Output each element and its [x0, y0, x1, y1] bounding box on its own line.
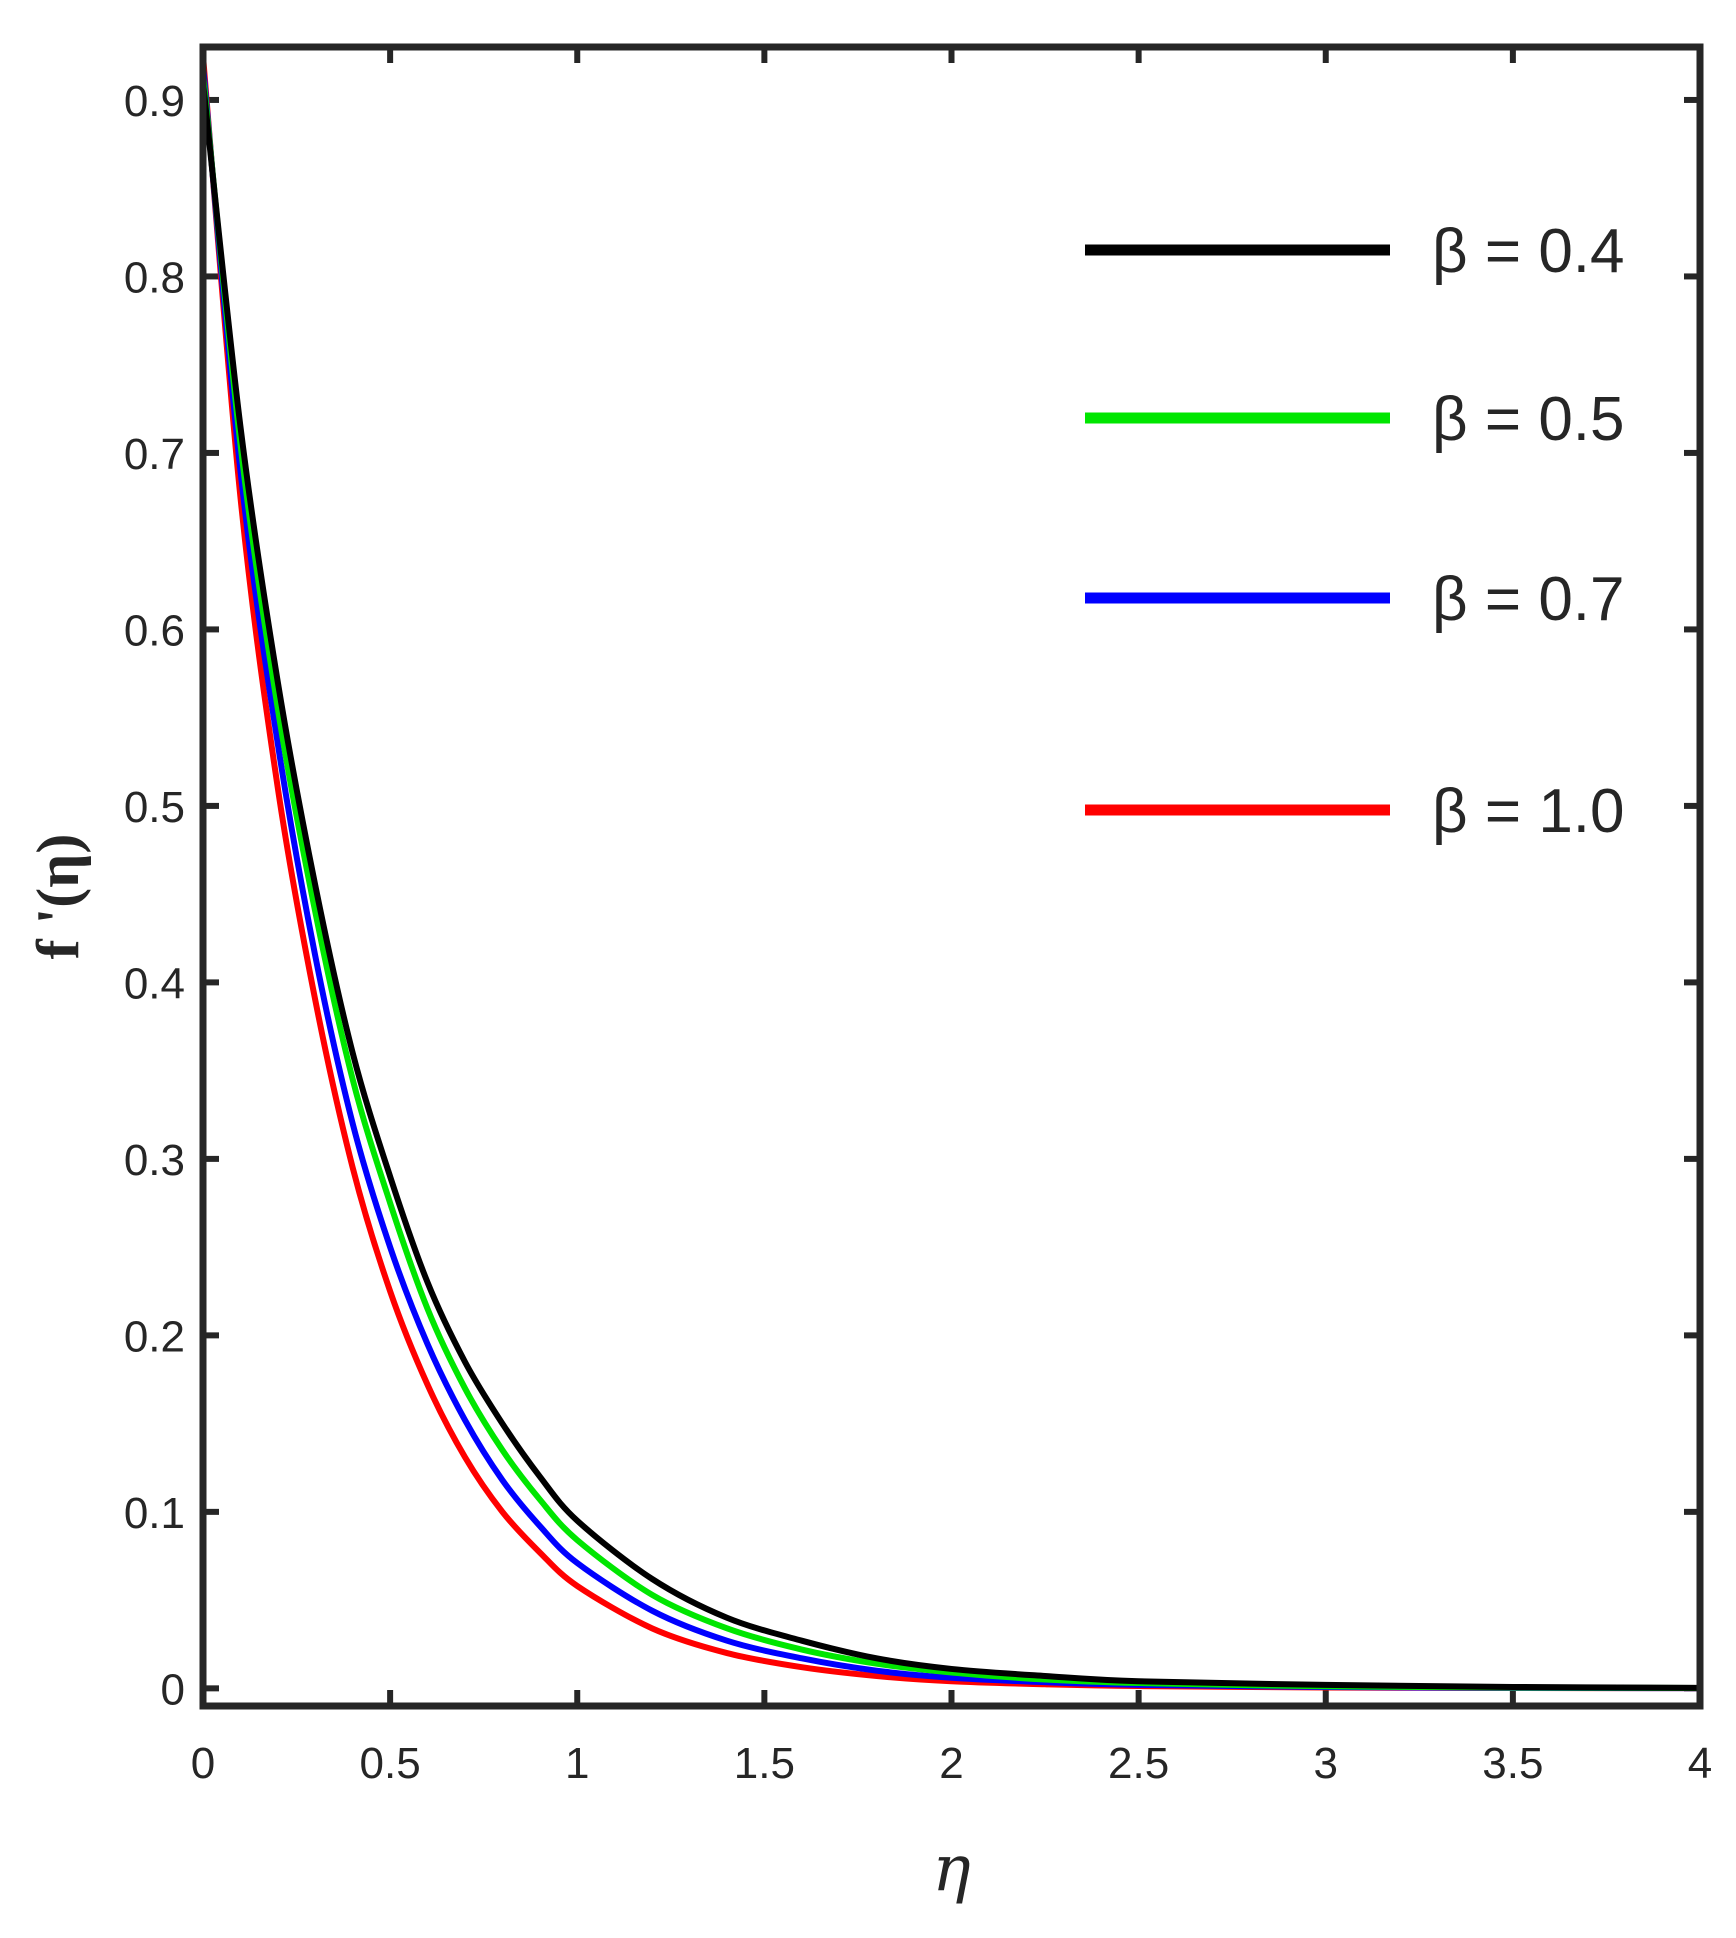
legend: β = 0.4 β = 0.5 β = 0.7 β = 1.0 — [1085, 217, 1625, 846]
x-tick-label: 3.5 — [1482, 1739, 1543, 1788]
x-tick-label: 0 — [191, 1739, 215, 1788]
y-axis-label: f '(η) — [25, 834, 91, 960]
x-tick-label: 1 — [565, 1739, 589, 1788]
legend-label-1: β = 0.5 — [1432, 385, 1625, 454]
y-tick-label: 0.9 — [124, 77, 185, 126]
series-line-1 — [203, 70, 1700, 1691]
y-tick-label: 0.5 — [124, 783, 185, 832]
series-lines — [203, 52, 1700, 1692]
x-tick-label: 4 — [1688, 1739, 1712, 1788]
y-tick-label: 0.6 — [124, 606, 185, 655]
legend-label-2: β = 0.7 — [1432, 565, 1625, 634]
y-tick-label: 0.1 — [124, 1489, 185, 1538]
axis-ticks — [200, 47, 1703, 1706]
y-tick-label: 0.8 — [124, 253, 185, 302]
y-tick-label: 0.3 — [124, 1136, 185, 1185]
x-tick-label: 2.5 — [1108, 1739, 1169, 1788]
x-tick-labels: 0 0.5 1 1.5 2 2.5 3 3.5 4 — [191, 1739, 1712, 1788]
plot-frame — [199, 43, 1704, 1710]
legend-label-0: β = 0.4 — [1432, 217, 1625, 286]
x-tick-label: 0.5 — [360, 1739, 421, 1788]
x-tick-label: 2 — [939, 1739, 963, 1788]
y-tick-label: 0.2 — [124, 1312, 185, 1361]
x-tick-label: 1.5 — [734, 1739, 795, 1788]
legend-label-3: β = 1.0 — [1432, 777, 1625, 846]
series-line-3 — [203, 52, 1700, 1692]
y-tick-label: 0 — [161, 1665, 185, 1714]
y-tick-label: 0.7 — [124, 430, 185, 479]
series-line-0 — [203, 79, 1700, 1691]
y-tick-labels: 0 0.1 0.2 0.3 0.4 0.5 0.6 0.7 0.8 0.9 — [124, 77, 185, 1714]
y-tick-label: 0.4 — [124, 959, 185, 1008]
x-axis-label: η — [932, 1832, 970, 1906]
x-tick-label: 3 — [1314, 1739, 1338, 1788]
series-line-2 — [203, 61, 1700, 1692]
